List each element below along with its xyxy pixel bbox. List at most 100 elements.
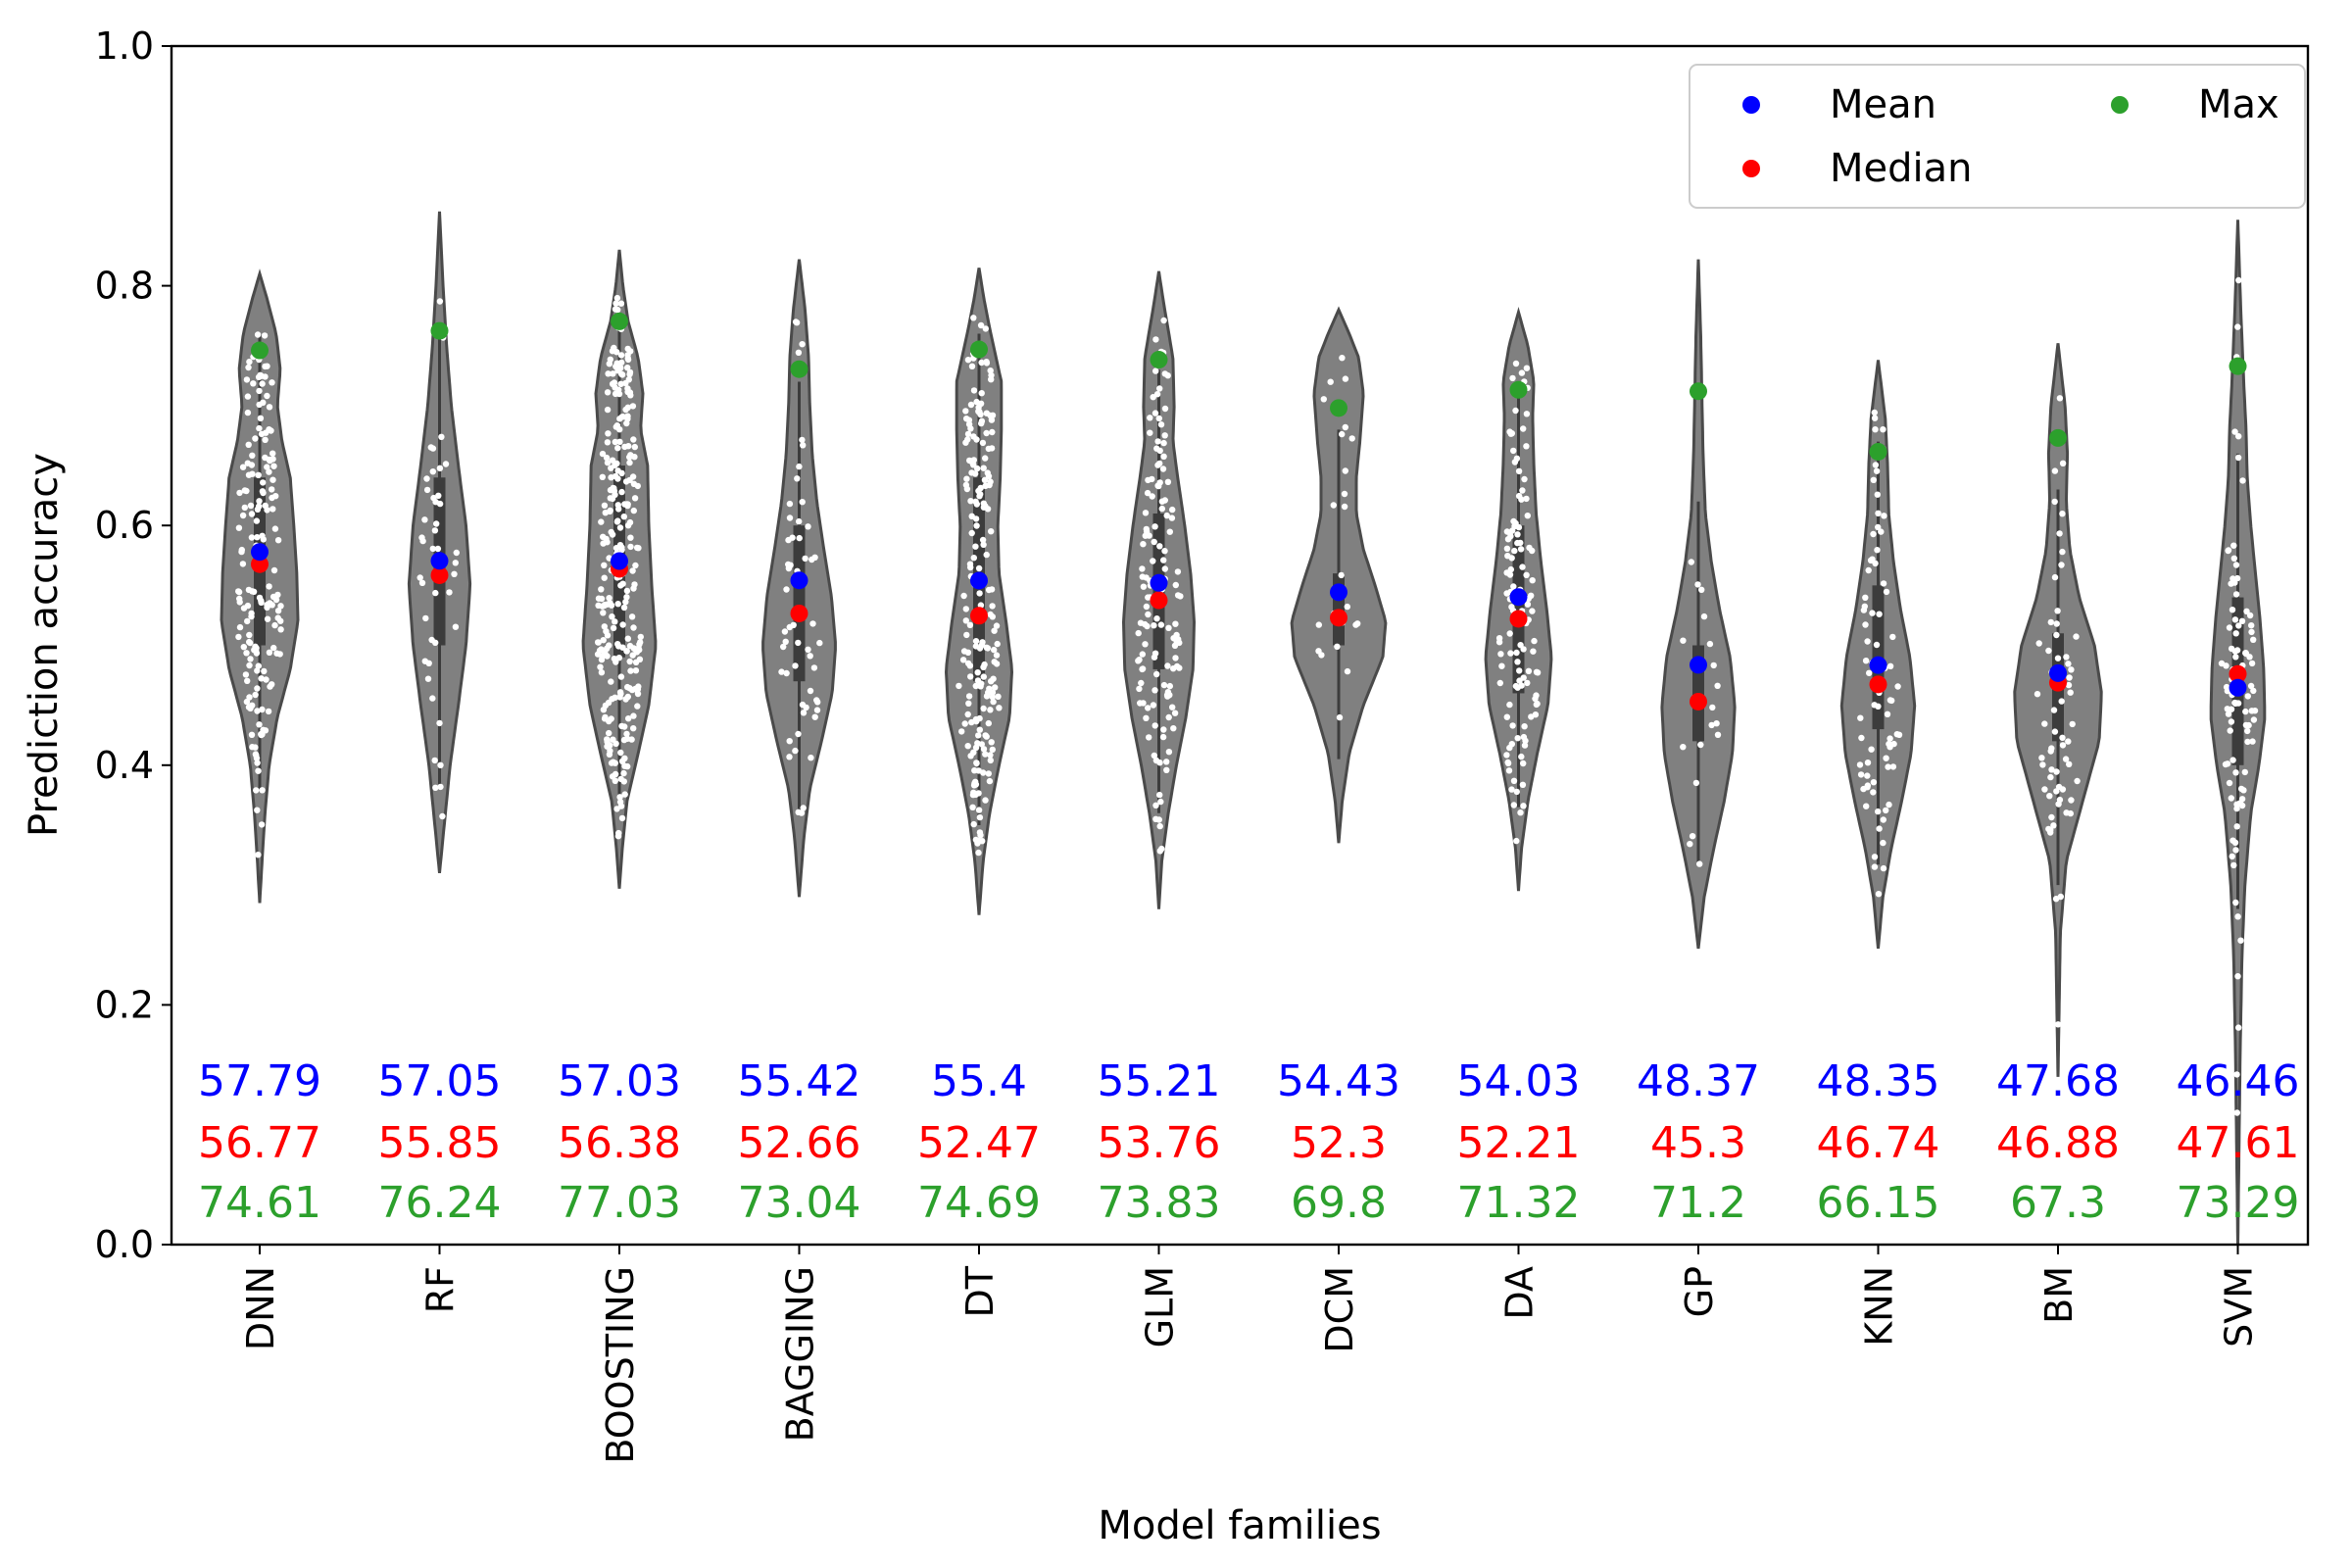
data-point-dt [977, 484, 984, 492]
data-point-boosting [609, 613, 615, 620]
data-point-boosting [628, 613, 636, 620]
data-point-dnn [245, 441, 252, 448]
data-point-dnn [269, 681, 275, 688]
y-tick-label: 0.0 [95, 1223, 154, 1266]
max-value-label-dt: 74.69 [917, 1178, 1041, 1228]
data-point-dnn [254, 760, 261, 766]
data-point-dt [980, 541, 987, 548]
data-point-dnn [240, 644, 247, 651]
data-point-glm [1174, 592, 1182, 599]
data-point-svm [2230, 757, 2236, 763]
data-point-dt [983, 551, 990, 559]
data-point-glm [1164, 689, 1172, 696]
data-point-glm [1160, 439, 1167, 447]
data-point-dt [970, 315, 977, 321]
legend-marker-median [1742, 160, 1760, 177]
data-point-boosting [600, 637, 607, 644]
data-point-glm [1159, 733, 1167, 741]
data-point-bagging [790, 621, 797, 628]
data-point-glm [1168, 514, 1176, 521]
data-point-boosting [617, 380, 624, 387]
data-point-da [1514, 659, 1521, 665]
data-point-dcm [1336, 713, 1344, 721]
data-point-dt [977, 602, 985, 609]
data-point-glm [1158, 498, 1166, 505]
data-point-svm [2242, 721, 2250, 729]
data-point-dnn [243, 376, 251, 383]
data-point-knn [1870, 779, 1878, 786]
data-point-da [1518, 753, 1525, 760]
data-point-dt [972, 498, 979, 505]
data-point-dt [983, 410, 990, 416]
data-point-glm [1161, 405, 1169, 413]
data-point-dnn [262, 436, 269, 443]
max-value-label-svm: 73.29 [2177, 1178, 2300, 1228]
data-point-svm [2242, 708, 2249, 715]
data-point-dnn [248, 511, 256, 517]
data-point-boosting [632, 659, 640, 665]
data-point-dt [975, 807, 983, 813]
data-point-glm [1152, 336, 1159, 343]
data-point-dnn [277, 626, 284, 633]
data-point-dt [995, 693, 1002, 700]
mean-marker-glm [1150, 573, 1168, 592]
data-point-boosting [618, 814, 626, 822]
data-point-dnn [261, 667, 268, 675]
data-point-svm [2232, 591, 2240, 598]
data-point-da [1526, 544, 1533, 552]
data-point-da [1518, 369, 1526, 376]
data-point-dt [983, 359, 990, 366]
data-point-bagging [783, 669, 790, 677]
data-point-bagging [805, 523, 811, 530]
data-point-bm [2047, 829, 2054, 836]
data-point-knn [1876, 825, 1883, 832]
data-point-glm [1156, 543, 1163, 550]
data-point-knn [1862, 594, 1869, 601]
data-point-bagging [810, 664, 818, 671]
data-point-boosting [599, 653, 606, 660]
data-point-dnn [245, 586, 253, 594]
median-marker-rf [430, 565, 449, 584]
mean-marker-bagging [790, 571, 808, 590]
data-point-bm [2058, 562, 2065, 568]
data-point-dt [967, 498, 974, 505]
data-point-svm [2231, 616, 2239, 623]
data-point-knn [1875, 510, 1882, 516]
data-point-boosting [599, 450, 607, 458]
data-point-glm [1149, 493, 1155, 500]
data-point-boosting [626, 476, 633, 484]
mean-marker-dcm [1330, 583, 1348, 602]
data-point-knn [1864, 772, 1871, 779]
data-point-da [1510, 583, 1517, 590]
data-point-boosting [610, 624, 617, 632]
data-point-dt [978, 359, 985, 367]
median-value-label-glm: 53.76 [1098, 1118, 1221, 1168]
data-point-dnn [270, 644, 277, 652]
data-point-dt [983, 429, 990, 437]
data-point-svm [2244, 693, 2251, 700]
data-point-dt [970, 387, 978, 394]
data-point-dt [962, 617, 969, 624]
data-point-bm [2041, 720, 2048, 727]
data-point-knn [1863, 803, 1870, 809]
data-point-boosting [602, 713, 609, 721]
max-marker-dt [970, 340, 988, 359]
data-point-dnn [244, 460, 251, 466]
data-point-da [1518, 496, 1525, 503]
median-value-label-dt: 52.47 [917, 1118, 1041, 1168]
data-point-da [1523, 365, 1531, 371]
data-point-glm [1163, 512, 1170, 519]
data-point-da [1511, 459, 1519, 466]
data-point-svm [2226, 624, 2233, 631]
data-point-boosting [617, 749, 624, 757]
data-point-boosting [614, 641, 621, 648]
data-point-rf [453, 549, 460, 557]
data-point-rf [422, 614, 429, 622]
data-point-boosting [595, 639, 602, 646]
data-point-boosting [603, 535, 610, 543]
data-point-dnn [258, 599, 265, 606]
data-point-boosting [607, 600, 613, 607]
data-point-boosting [607, 507, 613, 514]
data-point-boosting [601, 562, 608, 568]
data-point-dnn [244, 393, 252, 400]
